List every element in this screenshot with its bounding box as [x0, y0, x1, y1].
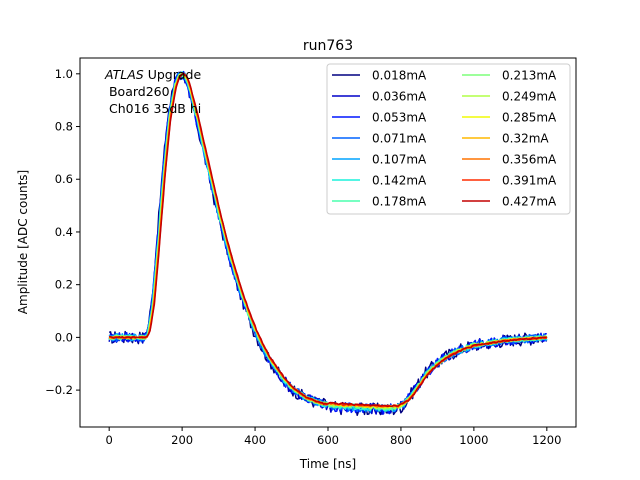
x-tick-label: 400	[244, 433, 266, 447]
annotation-line-1: ATLAS Upgrade	[104, 67, 201, 82]
series-lines	[108, 70, 548, 417]
y-tick-label: 0.4	[55, 225, 73, 239]
atlas-label: ATLAS	[104, 67, 144, 82]
legend-label: 0.285mA	[502, 111, 557, 125]
x-tick-label: 200	[171, 433, 193, 447]
legend-label: 0.053mA	[372, 111, 427, 125]
x-tick-label: 800	[390, 433, 412, 447]
legend-label: 0.249mA	[502, 90, 557, 104]
atlas-annotation: ATLAS Upgrade Board260 Ch016 35dB hi	[104, 67, 201, 116]
upgrade-label: Upgrade	[144, 67, 202, 82]
x-tick-label: 1200	[532, 433, 561, 447]
legend: 0.018mA 0.036mA 0.053mA 0.071mA 0.107mA 0.142…	[326, 63, 571, 215]
legend-label: 0.071mA	[372, 132, 427, 146]
x-tick-label: 1000	[459, 433, 488, 447]
legend-label: 0.32mA	[502, 132, 549, 146]
y-tick-label: 0.2	[55, 278, 73, 292]
legend-label: 0.018mA	[372, 69, 427, 83]
legend-box	[326, 63, 571, 215]
x-tick-label: 0	[106, 433, 113, 447]
y-tick-label: 1.0	[55, 67, 73, 81]
legend-label: 0.427mA	[502, 195, 557, 209]
legend-label: 0.178mA	[372, 195, 427, 209]
y-tick-label: 0.0	[55, 330, 73, 344]
chart-title: run763	[303, 38, 353, 54]
y-tick-label: −0.2	[45, 383, 73, 397]
y-axis-label: Amplitude [ADC counts]	[16, 170, 30, 314]
y-ticks: −0.2 0.0 0.2 0.4 0.6 0.8 1.0	[45, 67, 80, 397]
x-ticks: 0 200 400 600 800 1000 1200	[106, 427, 561, 447]
x-axis-label: Time [ns]	[299, 457, 356, 471]
y-tick-label: 0.8	[55, 120, 73, 134]
annotation-channel: Ch016 35dB hi	[105, 101, 201, 116]
legend-label: 0.356mA	[502, 153, 557, 167]
legend-label: 0.036mA	[372, 90, 427, 104]
legend-label: 0.142mA	[372, 174, 427, 188]
legend-label: 0.213mA	[502, 69, 557, 83]
annotation-board: Board260	[105, 84, 170, 99]
legend-label: 0.107mA	[372, 153, 427, 167]
series-line	[109, 72, 547, 408]
x-tick-label: 600	[317, 433, 339, 447]
legend-label: 0.391mA	[502, 174, 557, 188]
y-tick-label: 0.6	[55, 172, 73, 186]
